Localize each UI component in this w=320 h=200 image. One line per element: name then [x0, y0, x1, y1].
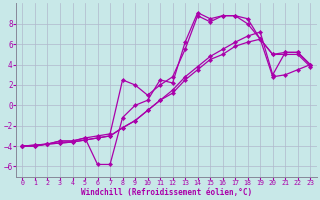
X-axis label: Windchill (Refroidissement éolien,°C): Windchill (Refroidissement éolien,°C): [81, 188, 252, 197]
